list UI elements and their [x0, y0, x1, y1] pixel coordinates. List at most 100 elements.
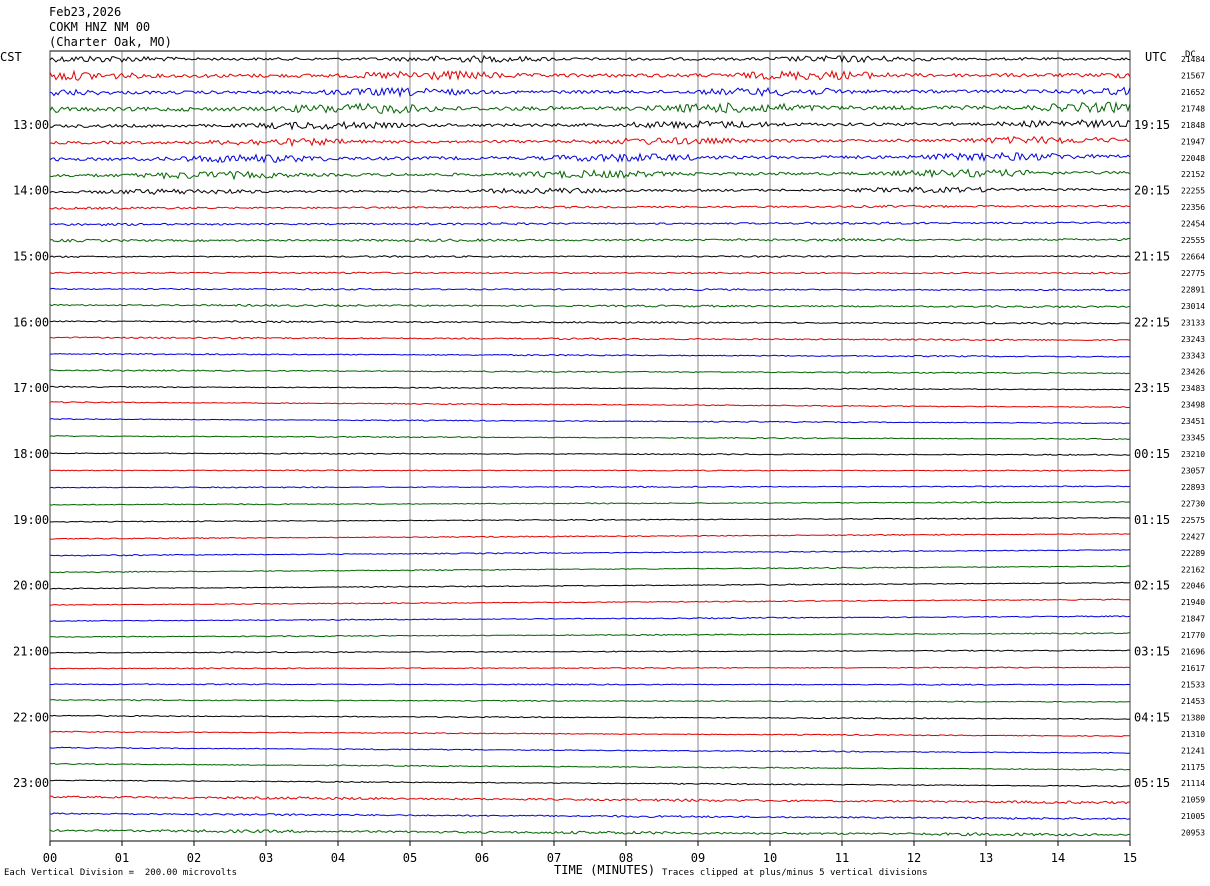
utc-hour-label: 00:15: [1134, 447, 1170, 461]
dc-value-label: 23210: [1181, 450, 1205, 459]
utc-hour-label: 01:15: [1134, 513, 1170, 527]
seismic-trace: [49, 485, 1131, 489]
x-tick-label: 07: [547, 851, 561, 865]
x-tick-label: 04: [331, 851, 345, 865]
seismic-trace: [49, 101, 1131, 115]
cst-hour-label: 17:00: [13, 381, 49, 395]
cst-hour-label: 15:00: [13, 250, 49, 264]
dc-value-label: 21567: [1181, 71, 1205, 80]
cst-hour-label: 14:00: [13, 184, 49, 198]
x-tick-label: 05: [403, 851, 417, 865]
x-tick-label: 00: [43, 851, 57, 865]
utc-hour-label: 20:15: [1134, 184, 1170, 198]
seismic-trace: [49, 237, 1131, 243]
x-tick-label: 15: [1123, 851, 1137, 865]
dc-value-label: 21380: [1181, 713, 1205, 722]
cst-hour-label: 19:00: [13, 513, 49, 527]
dc-value-label: 21940: [1181, 598, 1205, 607]
seismic-trace: [49, 615, 1131, 622]
seismic-trace: [49, 501, 1131, 506]
left-axis-label: CST: [0, 50, 22, 64]
seismic-trace: [49, 54, 1131, 64]
seismic-trace: [49, 649, 1131, 654]
dc-value-label: 22454: [1181, 220, 1205, 229]
dc-value-label: 21652: [1181, 88, 1205, 97]
seismic-trace: [49, 762, 1131, 771]
seismic-trace: [49, 714, 1131, 720]
right-axis-label: UTC: [1145, 50, 1167, 64]
dc-value-label: 22162: [1181, 565, 1205, 574]
utc-hour-label: 04:15: [1134, 710, 1170, 724]
dc-value-label: 22893: [1181, 483, 1205, 492]
utc-hour-label: 02:15: [1134, 579, 1170, 593]
seismic-trace: [49, 435, 1131, 441]
seismic-trace: [49, 352, 1131, 358]
dc-value-label: 22152: [1181, 170, 1205, 179]
dc-value-label: 23498: [1181, 401, 1205, 410]
dc-value-label: 23343: [1181, 351, 1205, 360]
seismic-trace: [49, 533, 1131, 540]
dc-value-label: 22775: [1181, 269, 1205, 278]
seismic-trace: [49, 452, 1131, 456]
seismic-trace: [49, 632, 1131, 638]
dc-value-label: 22730: [1181, 499, 1205, 508]
seismic-trace: [49, 666, 1131, 670]
dc-value-label: 21453: [1181, 697, 1205, 706]
scale-note: Each Vertical Division = 200.00 microvol…: [4, 868, 237, 878]
dc-value-label: 22048: [1181, 154, 1205, 163]
seismic-trace: [49, 385, 1131, 391]
dc-value-label: 21114: [1181, 779, 1205, 788]
dc-label: DC: [1185, 50, 1196, 60]
plot-date: Feb23,2026: [49, 5, 122, 19]
x-tick-label: 01: [115, 851, 129, 865]
dc-value-label: 23133: [1181, 318, 1205, 327]
dc-value-label: 22427: [1181, 532, 1205, 541]
dc-value-label: 21241: [1181, 746, 1205, 755]
seismic-trace: [49, 517, 1131, 523]
seismic-trace: [49, 86, 1131, 98]
cst-hour-label: 21:00: [13, 645, 49, 659]
seismic-trace: [49, 151, 1131, 164]
seismic-trace: [49, 204, 1130, 210]
seismic-trace: [49, 271, 1131, 275]
seismic-trace: [49, 812, 1131, 821]
seismic-trace: [49, 683, 1131, 686]
dc-value-label: 23345: [1181, 434, 1205, 443]
dc-value-label: 22664: [1181, 253, 1205, 262]
seismic-trace: [49, 186, 1131, 196]
dc-value-label: 22555: [1181, 236, 1205, 245]
dc-value-label: 21748: [1181, 104, 1205, 113]
dc-value-label: 23057: [1181, 467, 1205, 476]
dc-value-label: 21696: [1181, 648, 1205, 657]
dc-value-label: 22255: [1181, 187, 1205, 196]
utc-hour-label: 19:15: [1134, 118, 1170, 132]
x-tick-label: 03: [259, 851, 273, 865]
dc-value-label: 22289: [1181, 549, 1205, 558]
dc-value-label: 23014: [1181, 302, 1205, 311]
seismic-trace: [49, 565, 1131, 574]
dc-value-label: 21533: [1181, 680, 1205, 689]
utc-hour-label: 22:15: [1134, 315, 1170, 329]
seismic-trace: [49, 417, 1131, 425]
station-code: COKM HNZ NM 00: [49, 20, 151, 34]
seismic-trace: [49, 303, 1131, 309]
seismic-trace: [49, 287, 1130, 292]
x-axis-label: TIME (MINUTES): [554, 863, 656, 877]
dc-value-label: 21848: [1181, 121, 1205, 130]
seismic-trace: [49, 746, 1131, 754]
dc-value-label: 21847: [1181, 615, 1205, 624]
seismic-trace: [49, 135, 1131, 148]
dc-value-label: 21059: [1181, 796, 1205, 805]
seismic-trace: [49, 336, 1131, 342]
utc-hour-label: 05:15: [1134, 776, 1170, 790]
seismic-trace: [49, 598, 1131, 606]
cst-hour-label: 20:00: [13, 579, 49, 593]
cst-hour-label: 23:00: [13, 776, 49, 790]
cst-hour-label: 22:00: [13, 710, 49, 724]
dc-value-label: 23243: [1181, 335, 1205, 344]
dc-value-label: 21310: [1181, 730, 1205, 739]
dc-value-label: 21005: [1181, 812, 1205, 821]
seismic-trace: [49, 469, 1130, 472]
x-tick-label: 10: [763, 851, 777, 865]
